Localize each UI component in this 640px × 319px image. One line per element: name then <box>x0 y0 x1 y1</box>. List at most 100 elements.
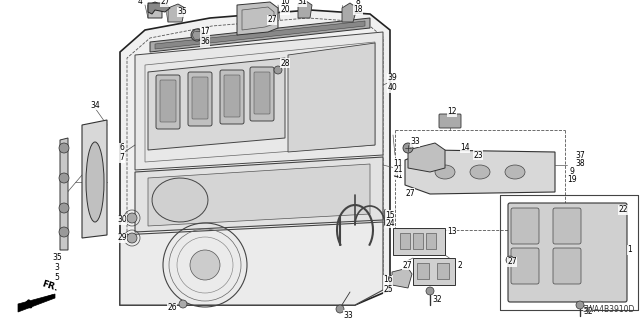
Text: 14: 14 <box>460 144 470 152</box>
Text: 15: 15 <box>385 211 395 219</box>
Text: 10: 10 <box>280 0 290 6</box>
Text: 41: 41 <box>393 170 403 180</box>
Text: 16: 16 <box>383 276 393 285</box>
Text: 21: 21 <box>393 166 403 174</box>
Circle shape <box>506 256 514 264</box>
Polygon shape <box>413 258 455 285</box>
Text: 36: 36 <box>200 38 210 47</box>
Text: 40: 40 <box>387 84 397 93</box>
Circle shape <box>59 203 69 213</box>
Polygon shape <box>148 58 285 150</box>
FancyBboxPatch shape <box>160 80 176 122</box>
Text: 3: 3 <box>54 263 60 272</box>
Polygon shape <box>82 120 107 238</box>
Circle shape <box>576 301 584 309</box>
FancyBboxPatch shape <box>439 114 461 128</box>
Text: 39: 39 <box>387 73 397 83</box>
Circle shape <box>59 227 69 237</box>
Text: 19: 19 <box>567 175 577 184</box>
FancyBboxPatch shape <box>156 75 180 129</box>
Text: 2: 2 <box>458 261 462 270</box>
Polygon shape <box>18 294 55 312</box>
Circle shape <box>426 287 434 295</box>
Text: 32: 32 <box>583 308 593 316</box>
Text: 34: 34 <box>90 100 100 109</box>
Bar <box>400 233 410 249</box>
FancyBboxPatch shape <box>553 208 581 244</box>
FancyBboxPatch shape <box>511 208 539 244</box>
Circle shape <box>274 66 282 74</box>
Text: 13: 13 <box>447 227 457 236</box>
Text: 4: 4 <box>138 0 143 6</box>
Circle shape <box>191 29 203 41</box>
Polygon shape <box>135 32 383 170</box>
Text: 18: 18 <box>353 5 363 14</box>
Text: 26: 26 <box>167 303 177 313</box>
Ellipse shape <box>435 165 455 179</box>
Polygon shape <box>168 4 185 22</box>
Polygon shape <box>150 18 370 52</box>
Text: 5: 5 <box>54 273 60 283</box>
Text: 9: 9 <box>570 167 575 176</box>
Polygon shape <box>120 10 390 305</box>
Text: 27: 27 <box>402 261 412 270</box>
Bar <box>437 263 449 279</box>
Polygon shape <box>152 178 208 222</box>
Text: FR.: FR. <box>41 279 60 293</box>
Text: 29: 29 <box>117 234 127 242</box>
Ellipse shape <box>470 165 490 179</box>
Text: 1: 1 <box>628 246 632 255</box>
Text: 33: 33 <box>343 310 353 319</box>
FancyBboxPatch shape <box>220 70 244 124</box>
Bar <box>417 263 429 279</box>
Text: 20: 20 <box>280 5 290 14</box>
Text: 12: 12 <box>447 108 457 116</box>
FancyBboxPatch shape <box>508 203 627 302</box>
Polygon shape <box>148 164 370 226</box>
Text: 27: 27 <box>160 0 170 6</box>
Polygon shape <box>237 2 278 35</box>
Polygon shape <box>60 138 68 250</box>
Polygon shape <box>405 150 555 194</box>
Text: 33: 33 <box>410 137 420 146</box>
Bar <box>426 233 436 249</box>
Polygon shape <box>408 143 445 172</box>
Text: 38: 38 <box>575 159 585 167</box>
Bar <box>413 233 423 249</box>
Text: 11: 11 <box>393 159 403 167</box>
Text: 27: 27 <box>405 189 415 197</box>
Circle shape <box>59 173 69 183</box>
FancyBboxPatch shape <box>224 75 240 117</box>
Circle shape <box>59 143 69 153</box>
Text: 8: 8 <box>356 0 360 6</box>
Polygon shape <box>120 222 383 305</box>
Polygon shape <box>342 3 357 22</box>
Text: 25: 25 <box>383 286 393 294</box>
Text: 37: 37 <box>575 151 585 160</box>
Polygon shape <box>135 157 383 232</box>
Text: SWA4B3910D: SWA4B3910D <box>582 305 635 314</box>
Text: 24: 24 <box>385 219 395 227</box>
Polygon shape <box>392 268 412 288</box>
Text: 35: 35 <box>52 254 62 263</box>
FancyBboxPatch shape <box>254 72 270 114</box>
Text: 27: 27 <box>507 257 517 266</box>
Text: 17: 17 <box>200 27 210 36</box>
Text: 32: 32 <box>432 295 442 305</box>
FancyBboxPatch shape <box>192 77 208 119</box>
Text: 35: 35 <box>177 8 187 17</box>
FancyBboxPatch shape <box>553 248 581 284</box>
Ellipse shape <box>505 165 525 179</box>
Circle shape <box>127 213 137 223</box>
Circle shape <box>403 143 413 153</box>
Text: 27: 27 <box>267 16 277 25</box>
Polygon shape <box>298 1 312 18</box>
Text: 22: 22 <box>618 205 628 214</box>
Polygon shape <box>148 2 162 18</box>
Text: 30: 30 <box>117 216 127 225</box>
Polygon shape <box>155 21 365 49</box>
Circle shape <box>179 300 187 308</box>
Circle shape <box>190 250 220 280</box>
Circle shape <box>336 305 344 313</box>
Text: 7: 7 <box>120 153 124 162</box>
